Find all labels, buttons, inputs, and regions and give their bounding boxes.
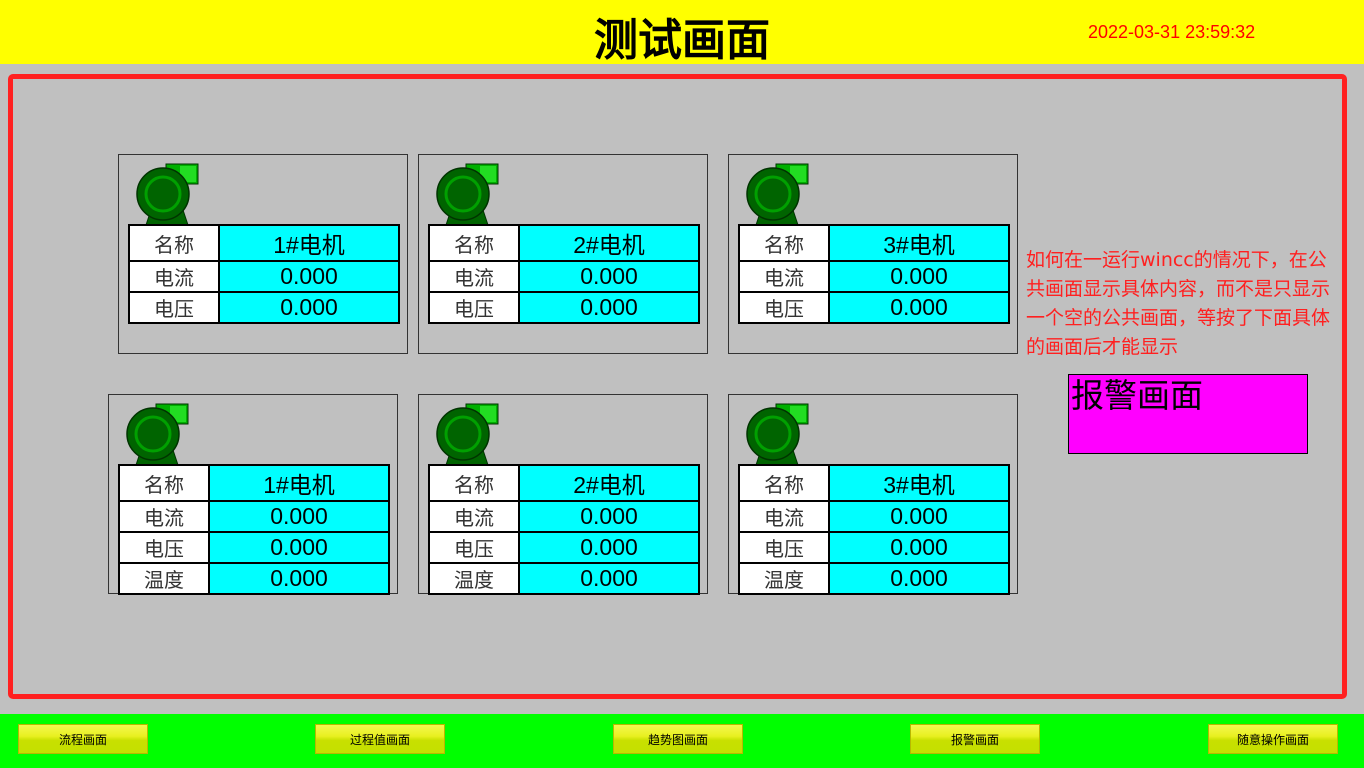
motor-panel: 名称 2#电机 电流 0.000 电压 0.000: [418, 154, 708, 354]
motor-panel: 名称 3#电机 电流 0.000 电压 0.000: [728, 154, 1018, 354]
row-value: 0.000: [828, 531, 1010, 564]
row-label: 电压: [738, 531, 830, 564]
table-row: 电压 0.000: [128, 291, 400, 324]
row-value: 0.000: [518, 291, 700, 324]
row-label: 电流: [118, 500, 210, 533]
fan-icon: [436, 163, 500, 226]
nav-button-4[interactable]: 报警画面: [910, 724, 1040, 754]
row-label: 温度: [428, 562, 520, 595]
row-label: 电压: [128, 291, 220, 324]
table-row: 温度 0.000: [738, 562, 1010, 595]
table-row: 电流 0.000: [428, 500, 700, 533]
page-title: 测试画面: [594, 15, 770, 66]
fan-icon: [136, 163, 200, 226]
table-row: 名称 2#电机: [428, 464, 700, 502]
row-value: 0.000: [518, 531, 700, 564]
row-value: 0.000: [518, 562, 700, 595]
row-label: 电流: [738, 500, 830, 533]
footer-nav: 流程画面 过程值画面 趋势图画面 报警画面 随意操作画面: [0, 714, 1364, 768]
table-row: 名称 1#电机: [128, 224, 400, 262]
row-value: 0.000: [828, 500, 1010, 533]
nav-button-2[interactable]: 过程值画面: [315, 724, 445, 754]
row-label: 名称: [128, 224, 220, 262]
row-label: 名称: [738, 224, 830, 262]
row-value: 2#电机: [518, 464, 700, 502]
row-label: 电压: [428, 291, 520, 324]
row-label: 电压: [428, 531, 520, 564]
table-row: 电压 0.000: [428, 291, 700, 324]
table-row: 电流 0.000: [428, 260, 700, 293]
row-value: 2#电机: [518, 224, 700, 262]
nav-button-3[interactable]: 趋势图画面: [613, 724, 743, 754]
table-row: 电流 0.000: [118, 500, 390, 533]
row-label: 电流: [738, 260, 830, 293]
row-value: 0.000: [208, 531, 390, 564]
motor-table: 名称 2#电机 电流 0.000 电压 0.000: [428, 224, 700, 324]
row-value: 1#电机: [218, 224, 400, 262]
table-row: 名称 2#电机: [428, 224, 700, 262]
table-row: 电压 0.000: [738, 531, 1010, 564]
table-row: 电流 0.000: [738, 260, 1010, 293]
motor-panel: 名称 1#电机 电流 0.000 电压 0.000 温度 0.000: [108, 394, 398, 595]
alarm-picture-window[interactable]: 报警画面: [1068, 374, 1308, 454]
table-row: 名称 3#电机: [738, 224, 1010, 262]
motor-table: 名称 3#电机 电流 0.000 电压 0.000: [738, 224, 1010, 324]
motor-panel: 名称 3#电机 电流 0.000 电压 0.000 温度 0.000: [728, 394, 1018, 595]
table-row: 电流 0.000: [738, 500, 1010, 533]
table-row: 名称 3#电机: [738, 464, 1010, 502]
header-bar: 测试画面 2022-03-31 23:59:32: [0, 0, 1364, 66]
row-value: 3#电机: [828, 464, 1010, 502]
motor-panel: 名称 2#电机 电流 0.000 电压 0.000 温度 0.000: [418, 394, 708, 595]
nav-button-1[interactable]: 流程画面: [18, 724, 148, 754]
row-value: 0.000: [518, 500, 700, 533]
row-label: 名称: [118, 464, 210, 502]
fan-icon: [746, 403, 810, 466]
table-row: 温度 0.000: [428, 562, 700, 595]
row-label: 电流: [128, 260, 220, 293]
row-value: 0.000: [208, 562, 390, 595]
row-label: 电压: [118, 531, 210, 564]
row-value: 0.000: [208, 500, 390, 533]
row-label: 温度: [118, 562, 210, 595]
row-value: 1#电机: [208, 464, 390, 502]
motor-table: 名称 3#电机 电流 0.000 电压 0.000 温度 0.000: [738, 464, 1010, 595]
row-value: 3#电机: [828, 224, 1010, 262]
row-label: 名称: [428, 224, 520, 262]
fan-icon: [436, 403, 500, 466]
motor-panel: 名称 1#电机 电流 0.000 电压 0.000: [118, 154, 408, 354]
row-value: 0.000: [828, 260, 1010, 293]
motor-table: 名称 2#电机 电流 0.000 电压 0.000 温度 0.000: [428, 464, 700, 595]
table-row: 电压 0.000: [738, 291, 1010, 324]
datetime-display: 2022-03-31 23:59:32: [1088, 22, 1256, 42]
row-label: 名称: [428, 464, 520, 502]
row-label: 电流: [428, 260, 520, 293]
content-frame: [8, 74, 1347, 699]
table-row: 电流 0.000: [128, 260, 400, 293]
row-label: 温度: [738, 562, 830, 595]
row-label: 名称: [738, 464, 830, 502]
table-row: 名称 1#电机: [118, 464, 390, 502]
row-label: 电流: [428, 500, 520, 533]
note-text: 如何在一运行wincc的情况下，在公共画面显示具体内容，而不是只显示一个空的公共…: [1026, 249, 1331, 358]
table-row: 电压 0.000: [118, 531, 390, 564]
fan-icon: [746, 163, 810, 226]
motor-table: 名称 1#电机 电流 0.000 电压 0.000: [128, 224, 400, 324]
row-value: 0.000: [828, 562, 1010, 595]
fan-icon: [126, 403, 190, 466]
nav-button-5[interactable]: 随意操作画面: [1208, 724, 1338, 754]
table-row: 温度 0.000: [118, 562, 390, 595]
row-label: 电压: [738, 291, 830, 324]
motor-table: 名称 1#电机 电流 0.000 电压 0.000 温度 0.000: [118, 464, 390, 595]
row-value: 0.000: [218, 260, 400, 293]
row-value: 0.000: [218, 291, 400, 324]
row-value: 0.000: [518, 260, 700, 293]
table-row: 电压 0.000: [428, 531, 700, 564]
row-value: 0.000: [828, 291, 1010, 324]
